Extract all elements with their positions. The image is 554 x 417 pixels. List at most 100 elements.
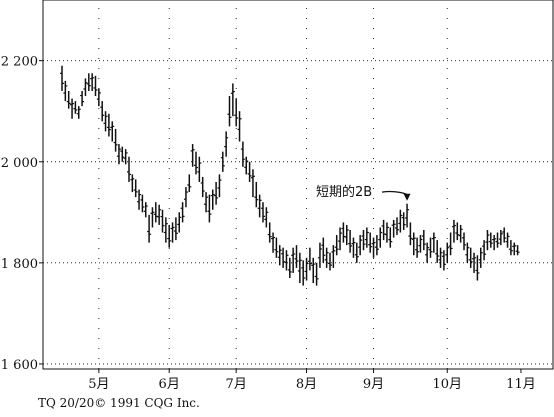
price-bar (110, 121, 115, 142)
price-bar (498, 229, 503, 246)
price-bar (277, 245, 282, 266)
price-bar (194, 151, 198, 175)
price-bar (307, 247, 312, 271)
price-bar (83, 78, 88, 97)
price-bar (344, 224, 349, 246)
price-bar (314, 262, 319, 286)
price-bar (374, 235, 379, 256)
price-bar (321, 237, 326, 263)
price-bar (271, 232, 276, 253)
price-bar (451, 219, 456, 243)
price-bar (428, 237, 433, 258)
gridlines (43, 8, 553, 369)
price-bar (485, 229, 490, 251)
price-bar (261, 202, 265, 223)
plot-frame (42, 0, 554, 370)
price-bar (177, 212, 182, 233)
price-bar (76, 106, 81, 119)
price-bar (462, 232, 466, 251)
price-bar (183, 187, 188, 208)
price-bar (227, 96, 232, 127)
price-bar (395, 217, 399, 236)
price-bar (492, 235, 497, 251)
price-bar (445, 242, 450, 263)
price-bar (237, 111, 242, 142)
price-bar (100, 101, 105, 122)
x-tick-label: 6月 (159, 377, 180, 392)
price-bar (291, 247, 296, 273)
price-bar (180, 202, 185, 223)
price-bar (224, 131, 229, 157)
price-bar (120, 146, 125, 162)
price-bar (294, 245, 299, 268)
price-bar (230, 83, 235, 117)
price-bar (143, 202, 148, 218)
price-bar (163, 217, 168, 243)
price-bar (324, 247, 329, 268)
price-bar (187, 174, 192, 193)
price-bar (438, 247, 443, 268)
y-tick-label: 1 800 (1, 257, 38, 272)
price-bar (415, 237, 420, 258)
y-tick-label: 2 200 (1, 55, 38, 70)
price-bar (66, 90, 71, 109)
price-bar (264, 207, 269, 228)
price-bar (210, 189, 215, 210)
price-bar (103, 111, 108, 132)
price-bar (217, 174, 222, 198)
axis-labels: 2 200 2 000 1 800 1 600 5月 6月 7月 8月 9月 10月 11月 (1, 55, 536, 392)
chart-credit: TQ 20/20© 1991 CQG Inc. (38, 396, 200, 410)
price-bar (475, 255, 480, 281)
price-bar (274, 237, 279, 258)
price-bar (338, 227, 343, 251)
price-bar (495, 232, 500, 248)
price-bar (472, 252, 477, 273)
annotation-arrowhead (403, 193, 411, 201)
price-bar (234, 98, 239, 127)
price-bar (425, 242, 430, 263)
price-bar (140, 194, 145, 213)
price-bar (60, 65, 64, 91)
price-bar (297, 252, 302, 284)
price-bar (147, 214, 152, 243)
price-bar (361, 229, 366, 251)
price-bar (160, 209, 165, 233)
price-bar (431, 232, 436, 253)
price-bar (301, 260, 306, 286)
price-bars (60, 65, 520, 286)
price-bar (398, 209, 403, 233)
price-bar (133, 179, 138, 198)
price-bar (287, 257, 292, 279)
price-bar (354, 242, 359, 263)
price-bar (284, 250, 289, 271)
price-bar (190, 144, 195, 167)
price-bar (244, 156, 249, 175)
price-bar (512, 242, 517, 256)
price-bar (204, 192, 209, 213)
price-bar (364, 227, 369, 248)
price-bar (331, 245, 336, 268)
price-bar (508, 240, 513, 256)
price-bar (167, 224, 172, 248)
price-bar (482, 240, 487, 261)
price-bar (408, 222, 413, 246)
price-bar (150, 207, 155, 228)
price-bar (384, 222, 389, 243)
price-bar (458, 224, 463, 243)
price-bar (391, 219, 396, 238)
price-bar (441, 250, 446, 271)
price-bar (358, 235, 363, 256)
price-bar (468, 247, 473, 268)
price-bar (348, 229, 353, 253)
price-bar (435, 240, 440, 263)
price-bar (304, 257, 309, 281)
price-bar (93, 75, 98, 97)
price-bar (418, 235, 423, 253)
price-bar (341, 222, 346, 243)
price-bar (381, 219, 386, 241)
price-bar (157, 204, 162, 225)
y-tick-label: 2 000 (1, 156, 38, 171)
price-bar (173, 217, 178, 241)
price-bar (70, 98, 75, 119)
